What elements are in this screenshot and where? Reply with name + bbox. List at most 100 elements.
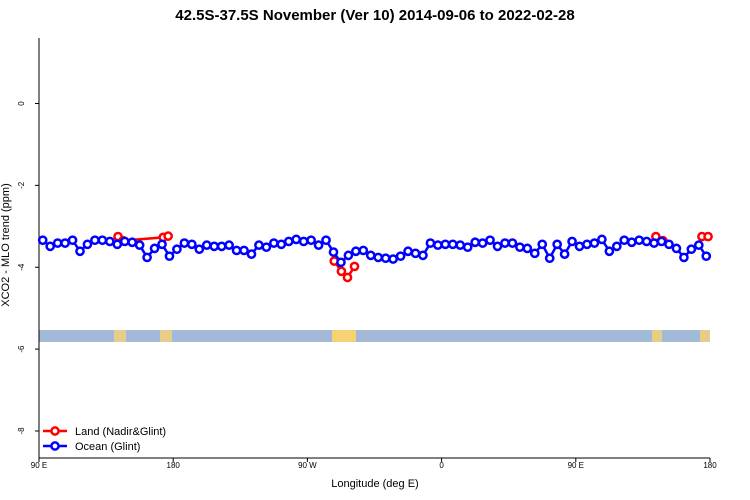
- legend-marker: [50, 441, 60, 451]
- y-tick-label: -2: [17, 181, 26, 189]
- data-point: [552, 239, 563, 250]
- y-tick-label: 0: [17, 101, 26, 106]
- x-tick-label: 180: [703, 461, 717, 470]
- data-point: [52, 238, 63, 248]
- y-axis-label: XCO2 - MLO trend (ppm): [0, 183, 12, 306]
- data-point: [589, 238, 600, 248]
- mask-land: [114, 330, 126, 342]
- data-point: [261, 242, 272, 253]
- data-point: [336, 257, 346, 268]
- mask-land: [160, 330, 172, 342]
- data-point: [142, 252, 152, 263]
- mask-land: [652, 330, 662, 342]
- data-point: [246, 249, 257, 259]
- data-point: [157, 239, 167, 250]
- x-tick-label: 90 E: [568, 461, 584, 470]
- data-point: [679, 252, 689, 263]
- data-point: [269, 238, 279, 248]
- data-point: [418, 250, 428, 261]
- data-point: [164, 251, 175, 262]
- data-point: [291, 234, 302, 245]
- data-point: [380, 253, 391, 264]
- x-tick-label: 0: [439, 461, 444, 470]
- mask-land: [700, 330, 710, 342]
- data-point: [276, 239, 287, 250]
- data-point: [671, 243, 682, 254]
- data-point: [470, 237, 480, 248]
- data-point: [112, 239, 123, 250]
- data-point: [224, 240, 234, 250]
- data-point: [172, 244, 182, 255]
- data-point: [358, 245, 369, 256]
- data-point: [507, 238, 518, 248]
- mask-band: [39, 330, 710, 342]
- data-point: [455, 240, 466, 250]
- data-point: [179, 238, 190, 248]
- data-point: [567, 236, 577, 247]
- data-point: [60, 238, 70, 248]
- data-point: [619, 235, 630, 246]
- land-mask: [39, 330, 710, 342]
- x-axis-label: Longitude (deg E): [331, 478, 418, 490]
- x-tick-label: 90 W: [298, 461, 317, 470]
- chart-title: 42.5S-37.5S November (Ver 10) 2014-09-06…: [175, 7, 574, 24]
- data-point: [597, 234, 607, 245]
- data-point: [522, 243, 533, 254]
- data-point: [194, 244, 205, 255]
- data-point: [351, 246, 361, 257]
- data-point: [373, 252, 384, 263]
- data-point: [395, 251, 406, 262]
- data-point: [336, 266, 347, 277]
- data-point: [447, 239, 458, 250]
- data-point: [703, 231, 713, 242]
- data-point: [328, 247, 339, 257]
- data-point: [529, 248, 540, 259]
- data-point: [82, 239, 93, 250]
- data-point: [239, 245, 249, 256]
- data-point: [201, 240, 212, 250]
- data-point: [45, 241, 56, 252]
- data-point: [321, 235, 331, 246]
- data-point: [462, 242, 473, 253]
- data-point: [306, 235, 316, 246]
- data-point: [559, 249, 570, 259]
- data-point: [537, 239, 548, 250]
- data-point: [349, 261, 360, 272]
- data-point: [231, 245, 242, 256]
- data-point: [656, 236, 667, 247]
- legend-marker: [50, 426, 60, 436]
- data-point: [515, 242, 525, 253]
- legend-label: Ocean (Glint): [75, 441, 140, 453]
- data-point: [127, 237, 138, 248]
- mask-land: [332, 330, 356, 342]
- data-point: [544, 253, 555, 264]
- data-point: [440, 239, 451, 250]
- data-point: [119, 236, 130, 247]
- data-point: [97, 235, 108, 246]
- data-point: [342, 272, 353, 283]
- data-point: [365, 250, 376, 261]
- data-point: [492, 241, 503, 252]
- data-point: [104, 236, 115, 247]
- data-point: [313, 240, 324, 250]
- y-tick-label: -8: [17, 427, 26, 435]
- data-point: [433, 240, 443, 250]
- data-point: [626, 237, 637, 248]
- data-point: [693, 240, 704, 250]
- data-point: [425, 238, 436, 248]
- data-point: [90, 235, 100, 246]
- data-point: [582, 239, 592, 250]
- data-point: [574, 241, 585, 252]
- data-point: [186, 239, 197, 250]
- data-point: [410, 248, 421, 259]
- data-point: [485, 235, 495, 246]
- data-point: [298, 236, 309, 247]
- data-point: [388, 254, 398, 264]
- data-point: [134, 240, 145, 250]
- y-tick-label: -4: [17, 263, 26, 271]
- data-point: [37, 235, 48, 246]
- data-point: [403, 246, 413, 257]
- data-point: [75, 246, 85, 257]
- x-tick-label: 180: [167, 461, 181, 470]
